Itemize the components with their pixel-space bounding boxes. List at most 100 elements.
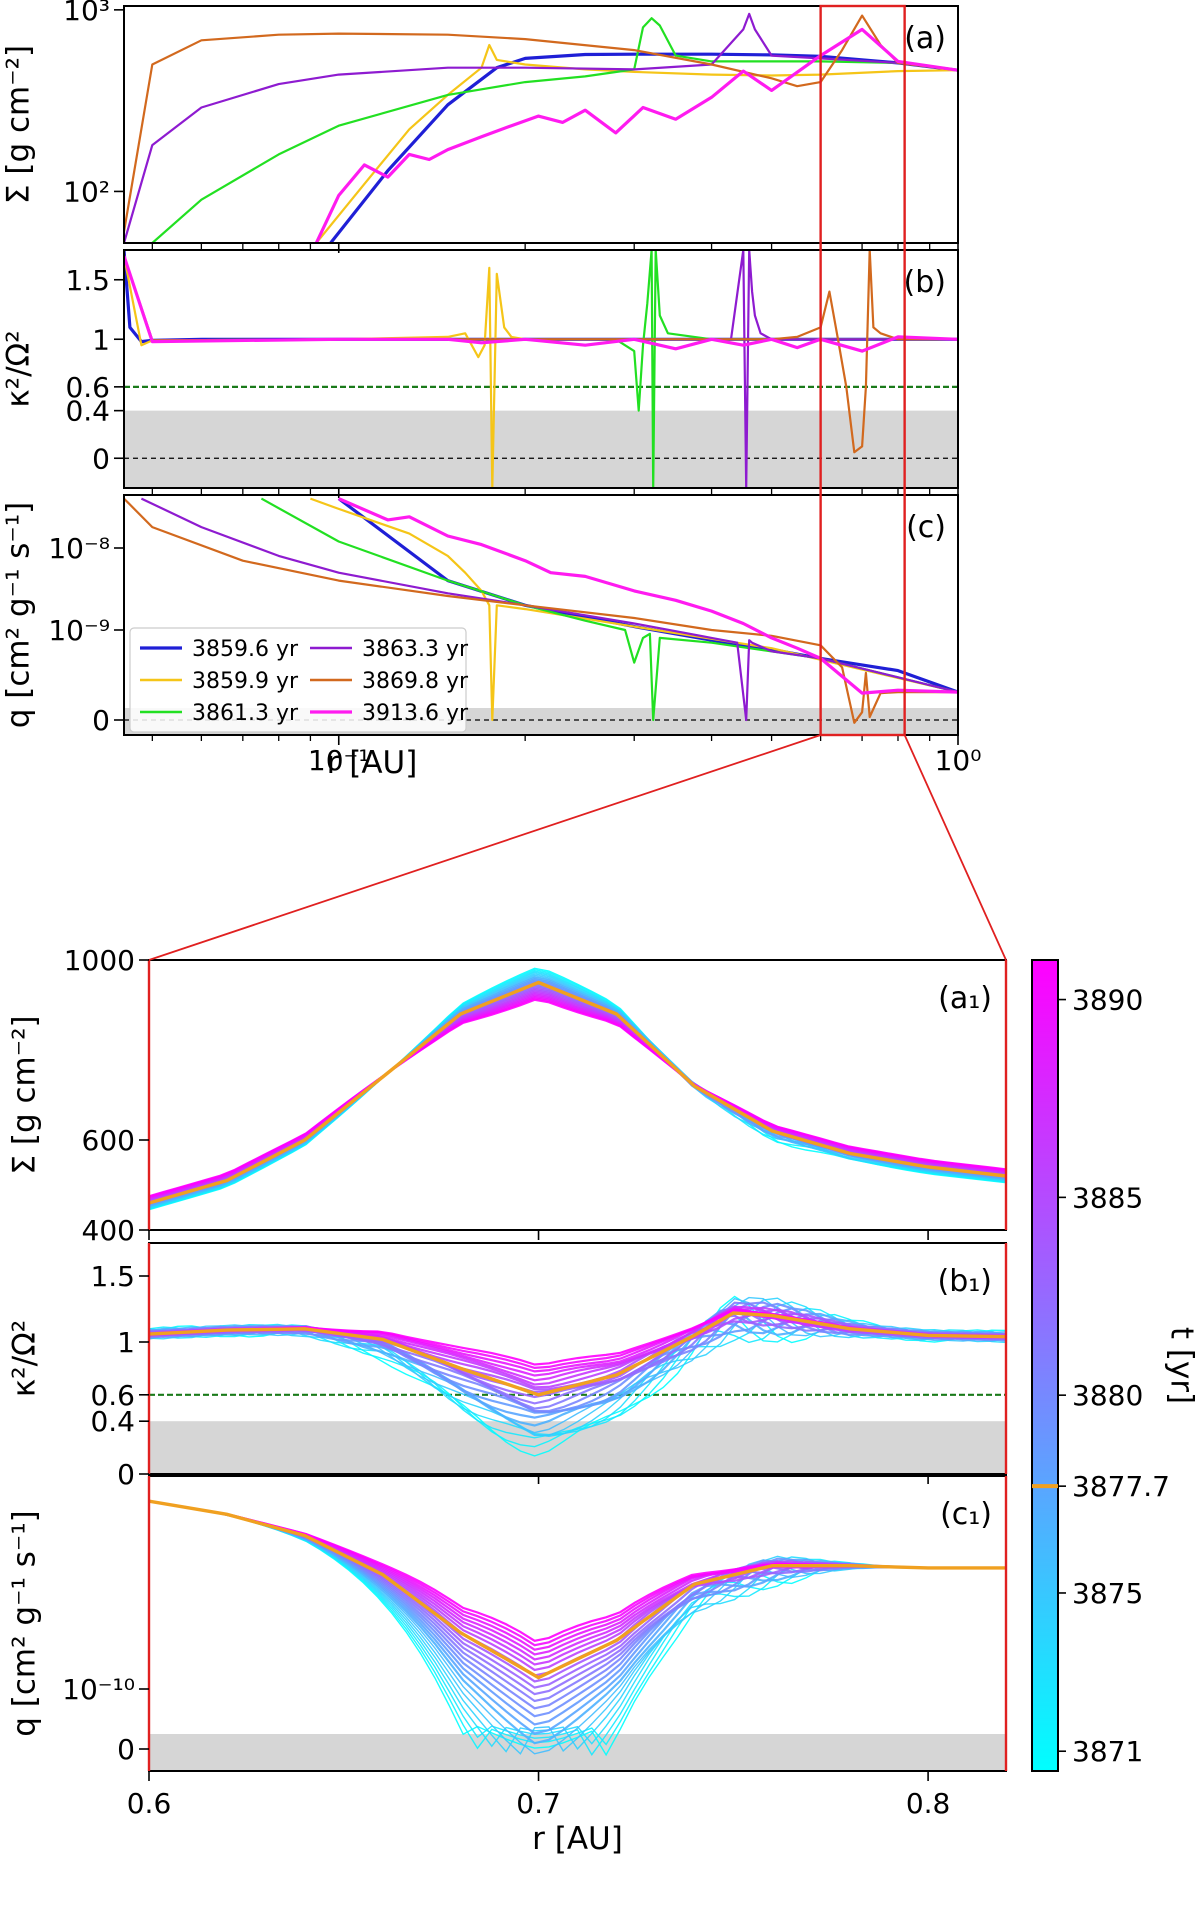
panel-c1: 0 10⁻¹⁰ (c₁) q [cm² g⁻¹ s⁻¹] 0.6 0.7 0.8 r [AU] — [7, 1475, 1008, 1857]
panel-a1: 400 600 1000 (a₁) Σ [g cm⁻²] — [7, 944, 1008, 1247]
panel-label: (b) — [904, 265, 946, 300]
y-tick-label: 400 — [82, 1214, 135, 1247]
highlight-line-3877.7 — [149, 1499, 1006, 1680]
highlight-line-3877.7 — [149, 980, 1006, 1205]
x-tick-label: 0.7 — [516, 1787, 561, 1820]
ensemble-line — [149, 991, 1006, 1201]
series-line-3869-8-yr — [124, 14, 958, 232]
ensemble-line — [149, 1309, 1006, 1370]
y-tick-label: 0 — [92, 704, 110, 737]
y-axis-label: Σ [g cm⁻²] — [1, 45, 37, 204]
y-tick-label: 0 — [117, 1733, 135, 1766]
y-tick-label: 0.4 — [90, 1405, 135, 1438]
ensemble-line — [149, 1301, 1006, 1410]
ensemble-line — [149, 1306, 1006, 1382]
panel-label: (a₁) — [938, 981, 992, 1016]
ensemble-line — [149, 1500, 1006, 1661]
legend-label: 3859.6 yr — [192, 637, 299, 662]
y-tick-label: 10² — [63, 175, 110, 208]
ensemble-group — [149, 1295, 1006, 1457]
x-tick-label: 10⁻¹ — [308, 744, 370, 777]
ensemble-line — [149, 986, 1006, 1203]
panel-b: 0 0.40.6 1 1.5 (b) κ²/Ω² — [1, 250, 959, 498]
series-group — [124, 250, 958, 488]
colorbar-tick-label: 3875 — [1072, 1577, 1143, 1610]
plot-frame — [123, 494, 959, 736]
x-tick-label: 10⁰ — [935, 744, 982, 777]
y-tick-label: 0.4 — [65, 395, 110, 428]
legend-label: 3913.6 yr — [362, 701, 469, 726]
series-line-3913-6-yr — [314, 27, 958, 243]
series-line-3863-3-yr — [124, 12, 958, 243]
y-axis-label: Σ [g cm⁻²] — [7, 1015, 43, 1174]
y-axis-label: q [cm² g⁻¹ s⁻¹] — [1, 502, 37, 729]
legend-box — [129, 627, 467, 733]
ensemble-line — [149, 984, 1006, 1204]
ensemble-line — [149, 1296, 1006, 1437]
legend: 3859.6 yr 3859.9 yr 3861.3 yr 3863.3 yr 3869… — [129, 627, 469, 733]
ensemble-line — [149, 993, 1006, 1200]
ensemble-line — [149, 998, 1006, 1198]
panel-b1: 0 0.40.6 1 1.5 (b₁) κ²/Ω² — [7, 1242, 1008, 1491]
ensemble-line — [149, 1308, 1006, 1391]
colorbar-tick-label: 3871 — [1072, 1735, 1143, 1768]
ensemble-line — [149, 1500, 1006, 1745]
colorbar-tick-label: 3890 — [1072, 984, 1143, 1017]
y-tick-label: 1 — [117, 1326, 135, 1359]
series-line-3913-6-yr — [338, 497, 958, 695]
legend-label: 3869.8 yr — [362, 669, 469, 694]
y-tick-label: 10³ — [63, 0, 110, 27]
series-group — [124, 497, 958, 724]
y-tick-label: 0.6 — [65, 371, 110, 404]
colorbar-label: t [yr] — [1164, 1327, 1200, 1404]
series-line-3861-3-yr — [151, 17, 958, 243]
ensemble-line — [149, 987, 1006, 1202]
ensemble-line — [149, 997, 1006, 1198]
series-line-3913-6-yr — [124, 255, 958, 353]
highlight-line-3877.7 — [149, 1311, 1006, 1397]
series-line-3859-9-yr — [310, 497, 958, 722]
colorbar-tick-label: 3880 — [1072, 1379, 1143, 1412]
panel-c: 0 10⁻⁹ 10⁻⁸ (c) q [cm² g⁻¹ s⁻¹] 10⁻¹ 10⁰ r [AU]… — [1, 497, 982, 781]
ensemble-line — [149, 1500, 1006, 1647]
colorbar-tick-label: 3877.7 — [1072, 1470, 1170, 1503]
x-tick-label: 0.8 — [906, 1787, 951, 1820]
ensemble-group — [149, 967, 1006, 1211]
ensemble-group — [149, 1499, 1006, 1757]
zoom-connector-right — [903, 734, 1007, 961]
ensemble-line — [149, 1500, 1006, 1710]
y-axis-label: κ²/Ω² — [7, 1320, 43, 1397]
plot-frame — [123, 249, 959, 489]
legend-label: 3861.3 yr — [192, 701, 299, 726]
ensemble-line — [149, 1500, 1006, 1756]
ensemble-line — [149, 1500, 1006, 1757]
x-tick-label: 0.6 — [127, 1787, 172, 1820]
ensemble-line — [149, 989, 1006, 1202]
y-tick-label: 1.5 — [65, 264, 110, 297]
series-line-3869-8-yr — [124, 497, 958, 724]
ensemble-line — [149, 1500, 1006, 1726]
ensemble-line — [149, 1305, 1006, 1405]
panel-label: (c) — [906, 510, 946, 545]
y-tick-label: 1 — [92, 323, 110, 356]
y-tick-label: 10⁻⁸ — [48, 532, 110, 565]
ensemble-line — [149, 1500, 1006, 1735]
ensemble-line — [149, 979, 1006, 1206]
y-tick-label: 0.6 — [90, 1379, 135, 1412]
ensemble-line — [149, 1500, 1006, 1755]
ensemble-line — [149, 995, 1006, 1199]
panel-a: 10² 10³ (a) Σ [g cm⁻²] — [1, 0, 959, 253]
panel-label: (c₁) — [940, 1497, 992, 1532]
series-line-3859-9-yr — [315, 43, 958, 243]
unstable-region — [149, 1734, 1006, 1771]
y-tick-label: 0 — [117, 1458, 135, 1491]
unstable-region — [124, 410, 958, 488]
y-tick-label: 1.5 — [90, 1260, 135, 1293]
unstable-region — [149, 1421, 1006, 1474]
zoom-box — [819, 4, 906, 737]
ensemble-line — [149, 980, 1006, 1205]
ensemble-line — [149, 1500, 1006, 1642]
panel-label: (b₁) — [938, 1264, 992, 1299]
x-axis-label: r [AU] — [327, 745, 418, 781]
